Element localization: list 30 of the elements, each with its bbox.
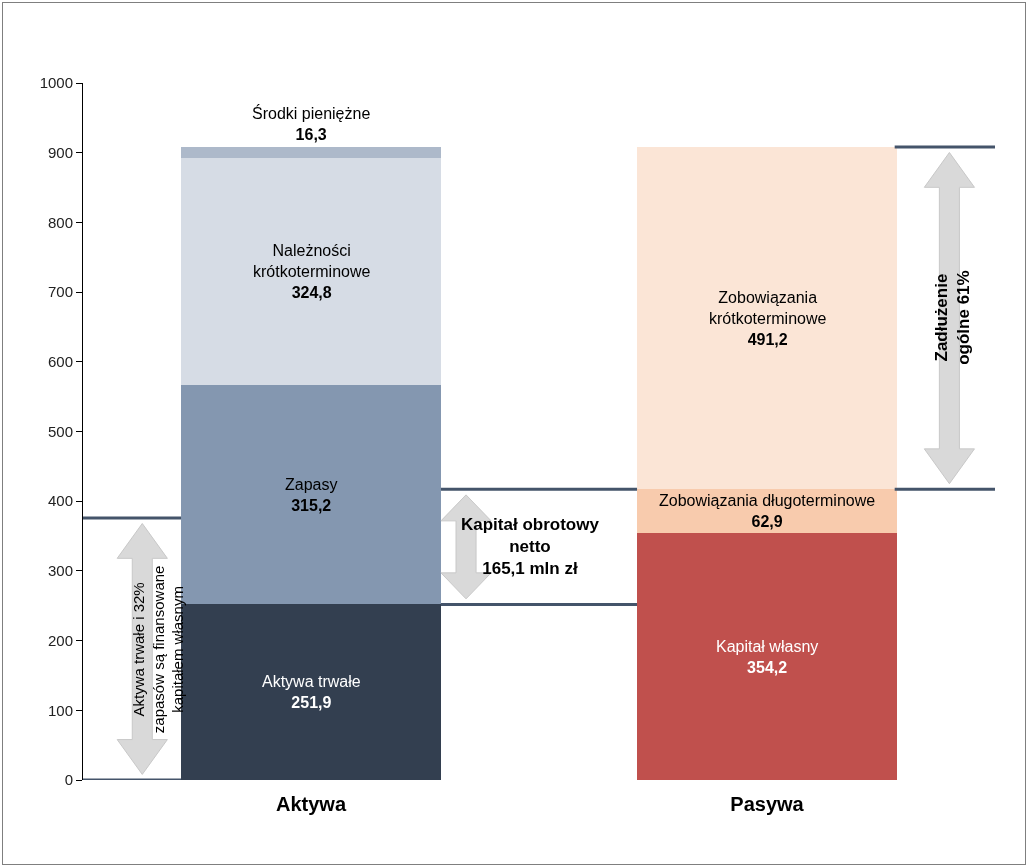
y-tick-label: 400 xyxy=(47,492,73,510)
y-tick-label: 200 xyxy=(47,631,73,649)
data-label: 251,9 xyxy=(291,693,332,711)
series-label: Kapitał własny xyxy=(716,638,819,655)
annotation: Zadłużenie ogólne 61% xyxy=(931,270,973,365)
y-tick-label: 300 xyxy=(47,562,73,580)
series-label: Zapasy xyxy=(285,476,338,493)
series-label: Należności krótkoterminowe xyxy=(253,242,371,280)
y-tick-label: 1000 xyxy=(39,74,73,92)
data-label: 324,8 xyxy=(291,283,332,301)
y-tick-label: 700 xyxy=(47,283,73,301)
series-label: Zobowiązania długoterminowe xyxy=(659,492,876,509)
data-label: 315,2 xyxy=(291,496,332,514)
series-label: Zobowiązania krótkoterminowe xyxy=(709,289,827,327)
data-label: 354,2 xyxy=(747,658,788,676)
y-tick-label: 800 xyxy=(47,213,73,231)
data-label: 491,2 xyxy=(747,330,788,348)
data-label: 62,9 xyxy=(751,512,783,530)
series-label: Środki pieniężne xyxy=(252,104,371,122)
data-label: 16,3 xyxy=(295,125,327,143)
x-tick-label: Pasywa xyxy=(730,793,805,815)
annotation: Aktywa trwałe i 32% zapasów są finansowane kapitałem własnym xyxy=(130,565,187,734)
y-tick-label: 600 xyxy=(47,353,73,371)
y-tick-label: 900 xyxy=(47,143,73,161)
y-tick-label: 0 xyxy=(64,771,73,789)
series-label: Aktywa trwałe xyxy=(262,673,361,690)
annotation: Kapitał obrotowy netto 165,1 mln zł xyxy=(461,515,600,579)
y-tick-label: 100 xyxy=(47,701,73,719)
y-tick-label: 500 xyxy=(47,422,73,440)
x-tick-label: Aktywa xyxy=(275,793,347,815)
